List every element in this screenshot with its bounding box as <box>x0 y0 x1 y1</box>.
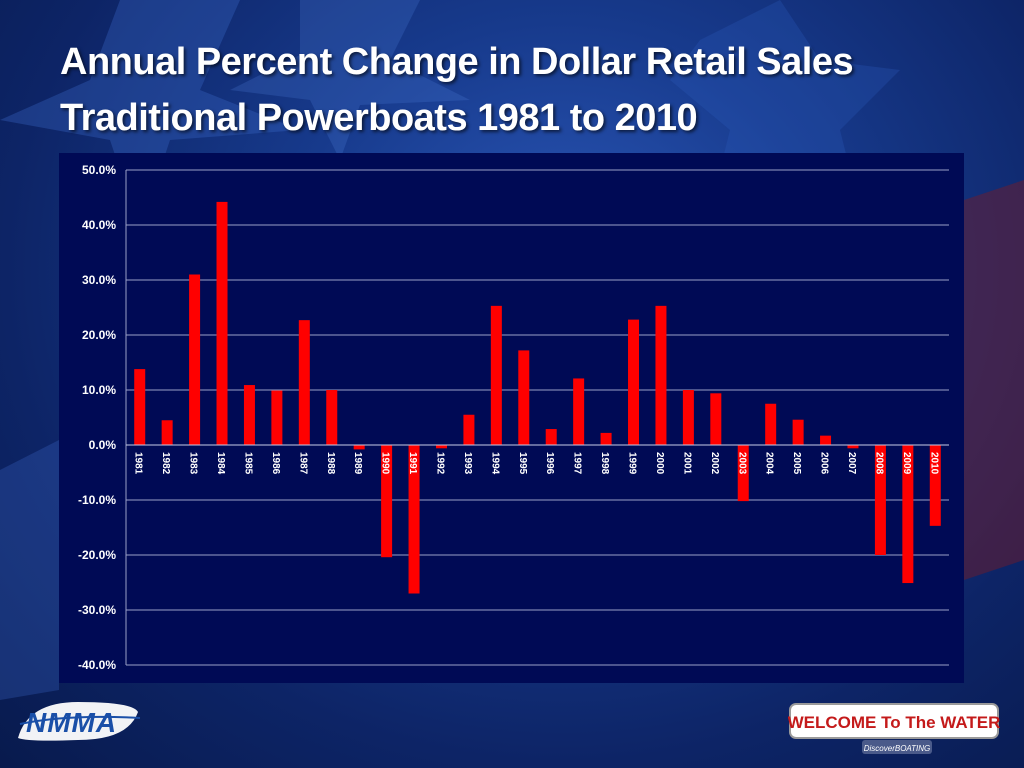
bar-2005 <box>792 419 804 445</box>
bar-2001 <box>682 390 694 445</box>
bar-2010 <box>929 445 941 526</box>
y-tick-label: 0.0% <box>89 438 117 452</box>
x-tick-label: 1986 <box>270 452 281 475</box>
x-tick-label: 1993 <box>462 452 473 475</box>
x-tick-label: 2003 <box>736 452 747 475</box>
bar-1997 <box>573 378 585 445</box>
svg-text:NMMA: NMMA <box>26 707 117 738</box>
bar-1986 <box>271 390 283 445</box>
x-tick-label: 1997 <box>572 452 583 475</box>
x-tick-label: 1981 <box>133 452 144 475</box>
bar-2000 <box>655 305 667 445</box>
bar-2003 <box>737 445 749 502</box>
bar-1987 <box>298 320 310 445</box>
x-tick-label: 2005 <box>791 452 802 475</box>
slide-title-line-1: Annual Percent Change in Dollar Retail S… <box>60 41 854 83</box>
bar-2008 <box>874 445 886 555</box>
x-tick-label: 1984 <box>215 452 226 475</box>
x-tick-label: 2002 <box>709 452 720 475</box>
x-tick-label: 1987 <box>297 452 308 475</box>
bar-1990 <box>381 445 393 558</box>
bar-1991 <box>408 445 420 594</box>
x-tick-label: 1999 <box>627 452 638 475</box>
slide-title: Annual Percent Change in Dollar Retail S… <box>60 34 1000 146</box>
x-tick-label: 1994 <box>489 452 500 475</box>
bar-1981 <box>134 369 146 445</box>
slide-title-line-2: Traditional Powerboats 1981 to 2010 <box>60 97 698 139</box>
bar-2004 <box>765 403 777 445</box>
bar-1992 <box>435 445 447 449</box>
bar-1982 <box>161 420 173 445</box>
x-tick-label: 1996 <box>544 452 555 475</box>
x-tick-label: 2001 <box>681 452 692 475</box>
logo-text-welcome-to-the-water: WELCOME To The WATER <box>788 713 1000 732</box>
y-tick-label: 50.0% <box>82 163 116 177</box>
x-tick-label: 2000 <box>654 452 665 475</box>
bar-1984 <box>216 201 228 445</box>
x-tick-label: 1998 <box>599 452 610 475</box>
bar-1989 <box>353 445 365 450</box>
x-tick-label: 2009 <box>901 452 912 475</box>
chart-panel: 50.0% 40.0% 30.0% 20.0% 10.0% 0.0% -10.0% -20.0… <box>59 153 964 683</box>
bar-1994 <box>490 305 502 445</box>
y-tick-label: -40.0% <box>78 658 116 672</box>
x-tick-label: 1985 <box>242 452 253 475</box>
x-tick-label: 2007 <box>846 452 857 475</box>
x-tick-label: 2008 <box>873 452 884 475</box>
x-tick-label: 1995 <box>517 452 528 475</box>
y-tick-label: -30.0% <box>78 603 116 617</box>
x-tick-label: 1991 <box>407 452 418 475</box>
x-tick-label: 2004 <box>764 452 775 475</box>
bar-1988 <box>326 390 338 445</box>
y-tick-label: 30.0% <box>82 273 116 287</box>
y-tick-label: 40.0% <box>82 218 116 232</box>
logo-text-discover-boating: DiscoverBOATING <box>864 744 931 753</box>
x-tick-label: 1992 <box>434 452 445 475</box>
x-tick-label: 2010 <box>928 452 939 475</box>
bar-1993 <box>463 414 475 445</box>
bar-1983 <box>189 274 201 445</box>
nmma-logo: NMMA <box>18 702 141 741</box>
y-tick-label: -20.0% <box>78 548 116 562</box>
bar-1999 <box>628 319 640 445</box>
y-tick-label: 20.0% <box>82 328 116 342</box>
bar-1998 <box>600 432 612 445</box>
x-tick-label: 1982 <box>160 452 171 475</box>
bar-1995 <box>518 350 530 445</box>
bar-chart: 50.0% 40.0% 30.0% 20.0% 10.0% 0.0% -10.0% -20.0… <box>78 163 949 672</box>
bar-2006 <box>820 435 832 445</box>
y-tick-label: -10.0% <box>78 493 116 507</box>
x-tick-label: 2006 <box>819 452 830 475</box>
welcome-to-the-water-logo: WELCOME To The WATER DiscoverBOATING <box>788 703 1000 754</box>
x-tick-label: 1990 <box>380 452 391 475</box>
bar-2009 <box>902 445 914 584</box>
x-tick-label: 1983 <box>188 452 199 475</box>
x-tick-label: 1988 <box>325 452 336 475</box>
bar-2007 <box>847 445 859 449</box>
bar-2002 <box>710 393 722 445</box>
bar-1985 <box>243 385 255 445</box>
bar-1996 <box>545 429 557 445</box>
y-tick-label: 10.0% <box>82 383 116 397</box>
x-tick-label: 1989 <box>352 452 363 475</box>
